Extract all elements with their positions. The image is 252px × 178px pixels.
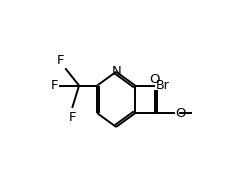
Text: O: O — [149, 73, 160, 86]
Text: F: F — [50, 79, 58, 92]
Text: O: O — [175, 107, 185, 120]
Text: F: F — [68, 111, 76, 124]
Text: N: N — [111, 65, 120, 78]
Text: Br: Br — [155, 79, 169, 92]
Text: F: F — [56, 54, 64, 67]
